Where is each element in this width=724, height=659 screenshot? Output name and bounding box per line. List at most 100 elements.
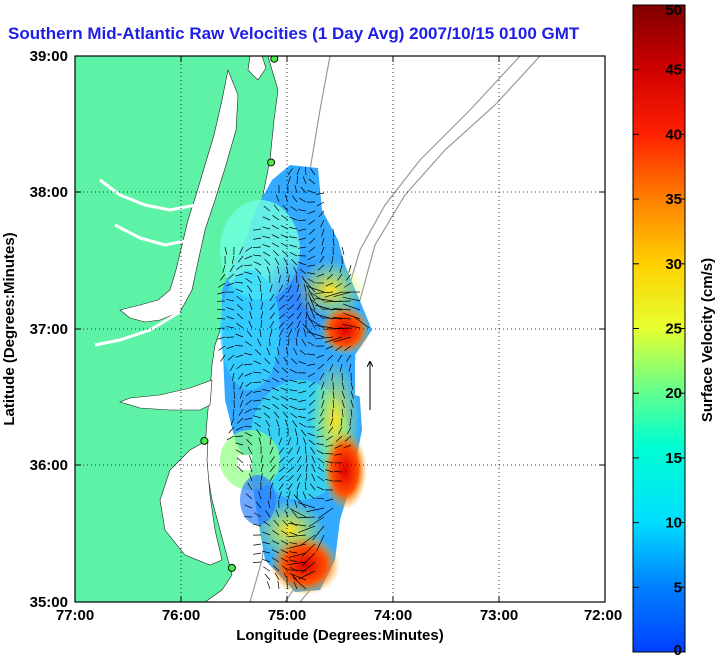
velocity-arrow [341, 399, 345, 408]
velocity-arrow [294, 500, 298, 509]
velocity-arrow [325, 345, 334, 350]
velocity-arrow [299, 349, 307, 356]
velocity-arrow [282, 519, 289, 527]
velocity-arrow [278, 338, 281, 347]
velocity-arrow [247, 446, 253, 455]
velocity-arrow [329, 264, 334, 273]
velocity-arrow [289, 398, 298, 401]
velocity-arrow [302, 323, 316, 338]
velocity-arrow [321, 390, 325, 399]
velocity-arrow [244, 352, 253, 356]
velocity-arrow [287, 457, 294, 464]
velocity-arrow [278, 329, 283, 338]
velocity-arrow [308, 219, 316, 225]
colorbar: 0 5 10 15 20 25 30 35 40 45 50 Surface Velocity (c… [632, 2, 716, 659]
velocity-arrow [269, 465, 276, 473]
velocity-arrow [222, 264, 226, 273]
velocity-arrow [264, 573, 271, 581]
velocity-arrow [244, 432, 253, 437]
velocity-arrow [349, 417, 352, 426]
velocity-arrow [291, 259, 298, 266]
x-tick-label: 72:00 [584, 607, 622, 624]
velocity-arrow [307, 264, 316, 267]
velocity-arrow [235, 273, 244, 277]
velocity-arrow [246, 439, 253, 446]
velocity-arrow [236, 304, 244, 311]
colorbar-tick-label: 15 [665, 450, 682, 467]
velocity-arrow [293, 494, 307, 509]
velocity-arrow [281, 530, 289, 536]
velocity-arrow [280, 377, 289, 383]
velocity-arrow [318, 507, 334, 519]
x-tick-label: 73:00 [480, 607, 518, 624]
velocity-arrow [337, 273, 343, 281]
velocity-arrow [278, 483, 284, 491]
velocity-arrow [308, 516, 325, 527]
velocity-arrow [316, 273, 325, 278]
velocity-arrow [228, 426, 235, 434]
velocity-arrow [300, 186, 307, 194]
velocity-arrow [249, 455, 253, 464]
velocity-arrow [262, 368, 271, 374]
velocity-arrow [296, 473, 302, 482]
velocity-arrow [246, 285, 253, 293]
velocity-arrow [294, 428, 298, 437]
velocity-arrow [236, 264, 244, 270]
pamlico-sound [159, 439, 223, 566]
velocity-arrow [278, 304, 286, 311]
velocity-arrow [298, 209, 307, 212]
velocity-arrow [267, 500, 271, 509]
velocity-arrow [321, 228, 325, 237]
velocity-arrow [229, 264, 235, 273]
velocity-arrow [316, 497, 325, 500]
velocity-arrow [289, 389, 298, 392]
velocity-arrow [332, 300, 352, 302]
velocity-arrow [283, 572, 289, 581]
velocity-arrow [249, 302, 253, 311]
velocity-arrow [269, 446, 274, 455]
velocity-arrow [271, 242, 280, 248]
velocity-arrow [307, 341, 316, 347]
velocity-arrow [278, 313, 286, 320]
rappahannock-river [114, 223, 191, 247]
velocity-arrow [237, 466, 244, 473]
velocity-arrow [236, 295, 244, 302]
velocity-arrow [262, 541, 271, 545]
velocity-arrow [350, 399, 354, 408]
velocity-arrow [236, 313, 244, 320]
velocity-arrow [315, 291, 334, 294]
velocity-arrow [287, 483, 293, 491]
velocity-arrow [277, 581, 280, 590]
velocity-arrow [292, 195, 298, 203]
velocity-arrow [296, 284, 300, 293]
velocity-arrow [316, 192, 325, 195]
velocity-arrow [285, 347, 289, 356]
velocity-arrow [262, 531, 271, 536]
velocity-arrow [226, 307, 235, 311]
velocity-arrow [269, 303, 276, 311]
velocity-arrow [235, 426, 244, 431]
velocity-arrow [231, 255, 235, 264]
velocity-arrow [333, 471, 343, 473]
velocity-arrow [244, 372, 253, 377]
velocity-arrow [262, 235, 271, 239]
velocity-arrow [307, 432, 316, 437]
velocity-arrow [234, 345, 244, 347]
chesapeake-bay [119, 68, 239, 323]
velocity-arrow [298, 237, 307, 241]
velocity-arrow [309, 483, 316, 491]
velocity-arrow [253, 552, 262, 555]
velocity-arrow [342, 323, 361, 329]
velocity-arrow [236, 363, 244, 370]
y-tick-label: 37:00 [30, 321, 68, 338]
velocity-arrow [304, 284, 307, 293]
velocity-arrow [269, 437, 272, 446]
velocity-arrow [271, 395, 280, 401]
velocity-arrow [308, 408, 316, 414]
velocity-arrow [253, 261, 262, 266]
radar-station-marker [267, 158, 276, 167]
velocity-arrow [296, 312, 302, 320]
velocity-arrow [259, 329, 262, 338]
velocity-arrow [325, 282, 334, 287]
